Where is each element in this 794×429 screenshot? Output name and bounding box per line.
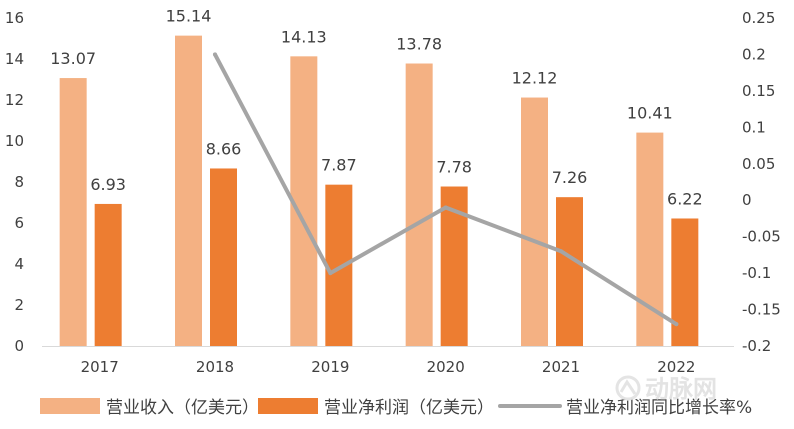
legend: 营业收入（亿美元） 营业净利润（亿美元） 营业净利润同比增长率% [40, 398, 752, 418]
legend-label-2: 营业净利润同比增长率% [566, 398, 752, 418]
dongmai-logo-icon [615, 375, 641, 401]
y-right-tick-label-5: 0.05 [742, 155, 775, 173]
data-label-net-profit-2019: 7.87 [321, 156, 357, 175]
legend-swatch-1 [258, 398, 318, 414]
y-left-tick-label-2: 2 [14, 296, 24, 314]
y-left-tick-label-14: 14 [5, 50, 24, 68]
data-label-net-profit-2017: 6.93 [90, 175, 126, 194]
y-left-tick-label-0: 0 [14, 337, 24, 355]
legend-label-1: 营业净利润（亿美元） [324, 398, 494, 418]
data-label-net-profit-2020: 7.78 [436, 158, 472, 177]
y-right-tick-label-4: 0 [742, 191, 752, 209]
legend-swatch-0 [40, 398, 100, 414]
bar-revenue-2018 [175, 35, 202, 346]
bar-net-profit-2019 [325, 184, 353, 346]
y-left-tick-label-4: 4 [14, 255, 24, 273]
line-point-2022 [674, 322, 679, 327]
y-right-tick-label-2: -0.1 [742, 264, 771, 282]
data-label-revenue-2019: 14.13 [281, 27, 327, 46]
bars-layer [59, 35, 699, 347]
y-right-tick-label-1: -0.15 [742, 301, 781, 319]
axes-layer: 2017 2018 2019 2020 2021 2022 0 2 4 6 8 10 12 14 16 -0.… [5, 9, 781, 376]
y-right-tick-label-9: 0.25 [742, 9, 775, 27]
line-layer [213, 52, 679, 327]
bar-revenue-2019 [290, 56, 318, 347]
bar-revenue-2022 [636, 132, 664, 346]
x-tick-label-2018: 2018 [196, 358, 234, 376]
watermark-text: 动脉网 [645, 375, 717, 403]
line-point-2019 [328, 271, 333, 276]
bar-net-profit-2022 [671, 218, 699, 346]
y-right-tick-label-7: 0.15 [742, 82, 775, 100]
data-label-revenue-2018: 15.14 [166, 7, 212, 26]
bar-revenue-2017 [59, 78, 87, 346]
y-right-tick-label-0: -0.2 [742, 337, 771, 355]
watermark: 动脉网 [615, 375, 717, 403]
y-left-tick-label-10: 10 [5, 132, 24, 150]
y-left-tick-label-16: 16 [5, 9, 24, 27]
bar-revenue-2021 [521, 97, 548, 346]
x-tick-label-2021: 2021 [542, 358, 580, 376]
x-tick-label-2019: 2019 [311, 358, 349, 376]
x-tick-label-2020: 2020 [427, 358, 465, 376]
labels-layer: 13.07 6.93 15.14 8.66 14.13 7.87 13.78 7.78 12.1… [50, 7, 702, 209]
bar-net-profit-2017 [94, 203, 122, 346]
y-left-tick-label-8: 8 [14, 173, 24, 191]
y-right-tick-label-3: -0.05 [742, 228, 781, 246]
data-label-revenue-2021: 12.12 [512, 69, 558, 88]
data-label-revenue-2022: 10.41 [627, 104, 673, 123]
y-right-tick-label-8: 0.2 [742, 45, 766, 63]
bar-net-profit-2018 [210, 168, 237, 346]
data-label-net-profit-2022: 6.22 [667, 189, 703, 208]
line-point-2018 [213, 52, 217, 57]
x-tick-label-2022: 2022 [657, 358, 695, 376]
y-right-tick-label-6: 0.1 [742, 118, 766, 136]
line-point-2021 [559, 249, 563, 254]
line-point-2020 [443, 205, 448, 210]
y-left-tick-label-6: 6 [14, 214, 24, 232]
data-label-revenue-2017: 13.07 [50, 49, 96, 68]
data-label-net-profit-2021: 7.26 [552, 168, 588, 187]
x-tick-label-2017: 2017 [81, 358, 119, 376]
data-label-net-profit-2018: 8.66 [206, 139, 242, 158]
data-label-revenue-2020: 13.78 [396, 35, 442, 54]
legend-label-0: 营业收入（亿美元） [106, 398, 259, 418]
bar-revenue-2020 [405, 63, 433, 346]
y-left-tick-label-12: 12 [5, 91, 24, 109]
bar-net-profit-2021 [556, 197, 583, 346]
